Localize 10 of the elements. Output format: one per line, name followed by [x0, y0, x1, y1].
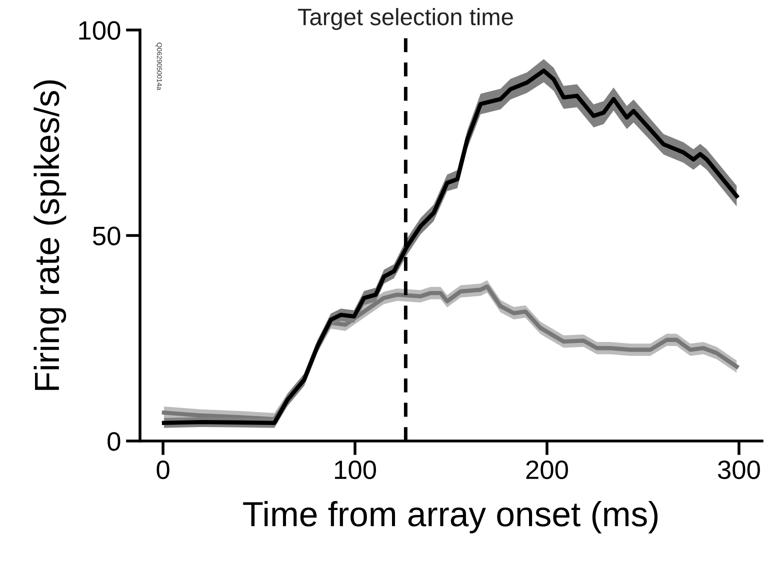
y-axis-title: Firing rate (spikes/s) [34, 80, 66, 390]
x-tick-label: 0 [156, 460, 170, 480]
ref-line-label: Target selection time [298, 8, 513, 30]
x-tick-label: 200 [526, 460, 568, 480]
x-tick-label: 300 [718, 460, 760, 480]
x-axis-title: Time from array onset (ms) [243, 501, 658, 534]
y-tick-label: 0 [108, 432, 120, 451]
x-tick-label: 100 [335, 460, 376, 480]
y-tick-label: 100 [79, 21, 120, 40]
y-tick-label: 50 [92, 226, 120, 246]
